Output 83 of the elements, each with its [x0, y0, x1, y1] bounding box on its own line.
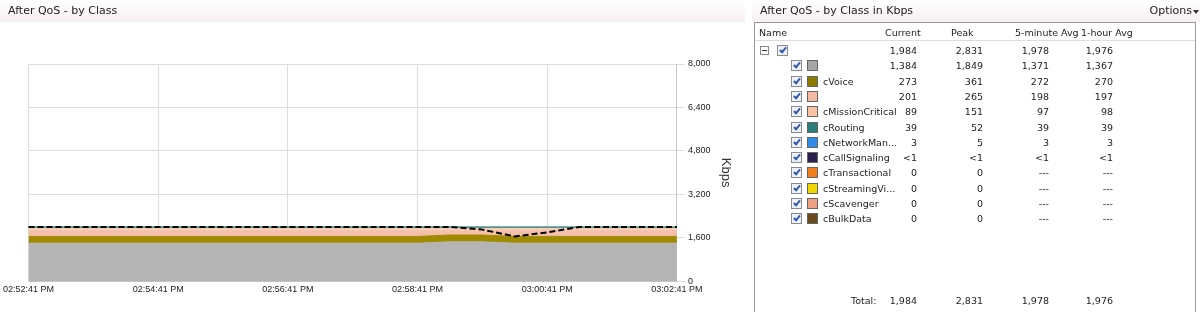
text: 0	[910, 212, 917, 227]
text: 272	[1030, 74, 1049, 89]
text: 0	[976, 181, 983, 196]
category-label: cNetworkMan...	[823, 135, 897, 150]
x-tick-label: 02:58:41 PM	[392, 284, 444, 295]
text: 201	[898, 89, 917, 104]
text: Peak	[951, 26, 974, 40]
y-tick-label: 4,800	[687, 145, 711, 156]
text: 265	[964, 89, 983, 104]
text: 3	[910, 135, 917, 150]
text: 52	[970, 120, 983, 135]
text: 5	[976, 135, 983, 150]
text: 1,984	[889, 294, 917, 308]
text: ---	[1038, 197, 1049, 211]
text: ---	[1102, 197, 1113, 211]
y-axis-title: Kbps	[718, 157, 734, 188]
text: 0	[910, 197, 917, 211]
text: ---	[1102, 166, 1113, 181]
text: 273	[898, 74, 917, 89]
text: ---	[1102, 212, 1113, 227]
x-tick-label: 02:54:41 PM	[132, 284, 184, 295]
text: 5-minute Avg	[1015, 26, 1079, 40]
text: 89	[904, 105, 917, 120]
category-label: cTransactional	[823, 166, 892, 181]
text: 1,976	[1085, 294, 1113, 308]
text: 1,384	[889, 59, 917, 74]
text: 0	[910, 166, 917, 181]
text: After QoS - by Class in Kbps	[760, 4, 914, 17]
text: ---	[1038, 212, 1049, 227]
x-tick-label: 02:56:41 PM	[262, 284, 314, 295]
text: 1,978	[1021, 294, 1049, 308]
category-label: cStreamingVi...	[823, 181, 896, 196]
x-tick-label: 02:52:41 PM	[2, 284, 55, 295]
category-label: cCallSignaling	[823, 151, 890, 166]
category-label: cVoice	[823, 74, 854, 89]
text: 97	[1036, 105, 1049, 120]
text: 1-hour Avg	[1081, 26, 1133, 40]
text: 98	[1100, 105, 1113, 120]
text: Name	[759, 26, 788, 40]
text: 1,978	[1021, 44, 1049, 58]
text: 3	[1106, 135, 1113, 150]
text: 1,367	[1085, 59, 1113, 74]
y-tick-label: 1,600	[687, 232, 711, 243]
text: 197	[1094, 89, 1113, 104]
text: 198	[1030, 89, 1049, 104]
text: 1,976	[1085, 44, 1113, 58]
y-tick-label: 6,400	[687, 101, 711, 112]
text: ---	[1102, 181, 1113, 196]
text: 2,831	[955, 294, 983, 308]
text: 39	[904, 120, 917, 135]
y-tick-label: 0	[687, 275, 693, 286]
text: ---	[1038, 181, 1049, 196]
text: 0	[976, 166, 983, 181]
y-tick-label: 3,200	[687, 188, 711, 199]
category-label: cMissionCritical	[823, 105, 897, 120]
text: Total:	[851, 294, 877, 308]
category-label: cRouting	[823, 120, 865, 135]
text: <1	[1034, 151, 1049, 166]
text: 2,831	[955, 44, 983, 58]
text: 270	[1094, 74, 1113, 89]
x-tick-label: 03:02:41 PM	[651, 284, 703, 295]
text: 1,371	[1021, 59, 1049, 74]
text: 0	[976, 212, 983, 227]
text: 3	[1042, 135, 1049, 150]
chart-title: After QoS - by Class	[0, 0, 745, 22]
text: 39	[1100, 120, 1113, 135]
x-tick-label: 03:00:41 PM	[521, 284, 573, 295]
text: 151	[964, 105, 983, 120]
text: 0	[910, 181, 917, 196]
category-label: cScavenger	[823, 197, 879, 211]
text: <1	[968, 151, 983, 166]
y-tick-label: 8,000	[687, 58, 711, 69]
text: ---	[1038, 166, 1049, 181]
text: Current	[885, 26, 921, 40]
text: 1,849	[955, 59, 983, 74]
text: Options	[1149, 4, 1192, 17]
text: <1	[1098, 151, 1113, 166]
text: 0	[976, 197, 983, 211]
text: 39	[1036, 120, 1049, 135]
text: 1,984	[889, 44, 917, 58]
text: <1	[902, 151, 917, 166]
category-label: cBulkData	[823, 212, 872, 227]
text: 361	[964, 74, 983, 89]
